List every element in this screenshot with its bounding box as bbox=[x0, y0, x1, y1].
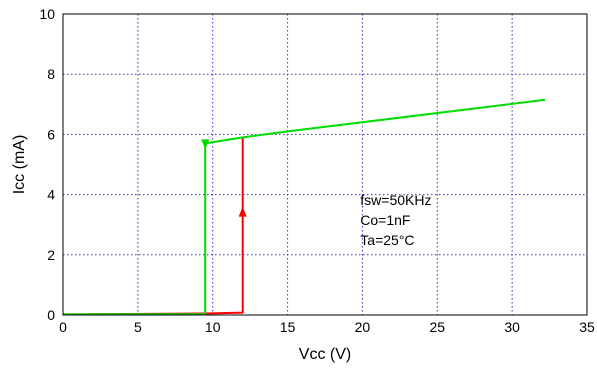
y-tick-label: 6 bbox=[47, 126, 55, 142]
x-tick-label: 20 bbox=[355, 319, 371, 335]
y-tick-label: 0 bbox=[47, 307, 55, 323]
rising-direction-arrow bbox=[238, 206, 247, 217]
conditions-annotation: fsw=50KHz Co=1nF Ta=25°C bbox=[360, 192, 431, 248]
annotation-capacitance: Co=1nF bbox=[360, 212, 410, 228]
annotation-temperature: Ta=25°C bbox=[360, 232, 414, 248]
falling-direction-arrow bbox=[201, 139, 210, 150]
y-tick-label: 8 bbox=[47, 66, 55, 82]
grid bbox=[63, 14, 587, 315]
x-tick-label: 10 bbox=[205, 319, 221, 335]
annotation-frequency: fsw=50KHz bbox=[360, 192, 431, 208]
x-tick-label: 5 bbox=[134, 319, 142, 335]
x-tick-label: 35 bbox=[579, 319, 595, 335]
y-tick-label: 10 bbox=[39, 6, 55, 22]
y-tick-labels: 0 2 4 6 8 10 bbox=[39, 6, 55, 323]
series-group bbox=[62, 98, 546, 316]
y-tick-label: 4 bbox=[47, 187, 55, 203]
x-tick-label: 15 bbox=[280, 319, 296, 335]
x-tick-labels: 0 5 10 15 20 25 30 35 bbox=[59, 319, 595, 335]
y-tick-label: 2 bbox=[47, 247, 55, 263]
x-tick-label: 0 bbox=[59, 319, 67, 335]
x-axis-label: Vcc (V) bbox=[299, 346, 351, 363]
x-tick-label: 25 bbox=[429, 319, 445, 335]
y-axis-label: Icc (mA) bbox=[11, 135, 28, 195]
plot-frame bbox=[62, 13, 588, 316]
x-tick-label: 30 bbox=[504, 319, 520, 335]
